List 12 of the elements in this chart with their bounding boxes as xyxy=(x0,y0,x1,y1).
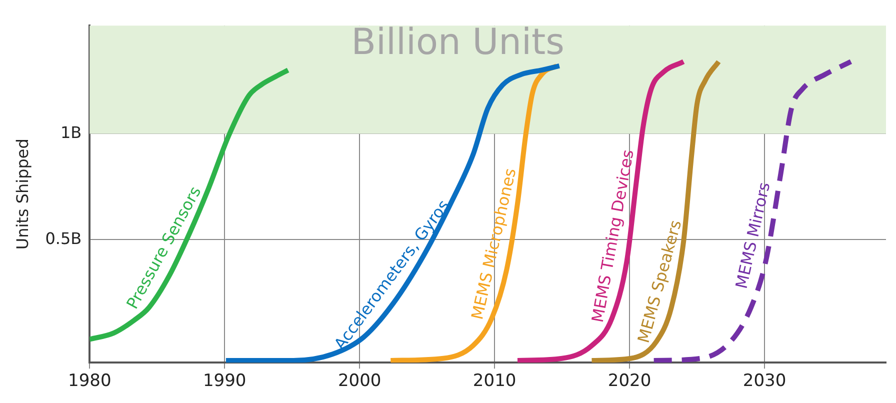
x-tick-label: 2030 xyxy=(742,371,786,392)
x-tick-label: 2010 xyxy=(472,371,516,392)
x-tick-label: 1990 xyxy=(202,371,246,392)
text: MEMS Mirrors xyxy=(732,180,774,290)
y-axis-title: Units Shipped xyxy=(12,138,32,250)
y-tick-label: 0.5B xyxy=(45,228,82,248)
y-tick-label: 1B xyxy=(60,122,82,142)
band-label: Billion Units xyxy=(351,22,564,63)
text: MEMS Timing Devices xyxy=(588,148,638,324)
x-tick-label: 2000 xyxy=(338,371,382,392)
x-tick-label: 2020 xyxy=(608,371,652,392)
x-tick-label: 1980 xyxy=(68,371,112,392)
